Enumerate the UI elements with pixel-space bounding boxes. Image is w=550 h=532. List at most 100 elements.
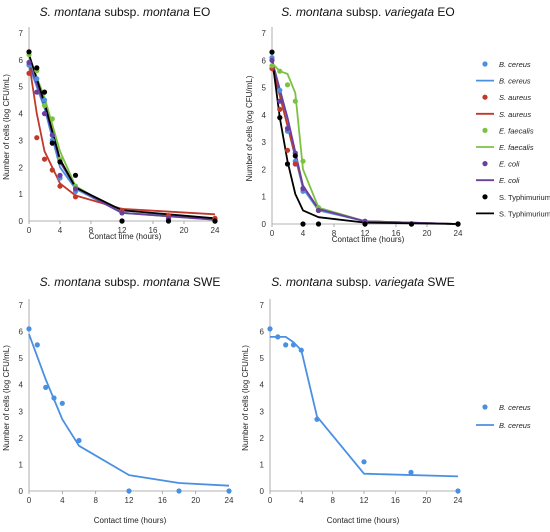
y-tick-label: 5	[260, 354, 265, 363]
y-tick-label: 7	[19, 29, 24, 38]
y-tick-label: 2	[262, 165, 267, 174]
legend-label: E. coli	[499, 176, 520, 185]
y-tick-label: 7	[260, 301, 265, 310]
chart-title: S. montana subsp. montana EO	[40, 5, 211, 19]
y-tick-label: 1	[19, 190, 24, 199]
chart-title-extract: EO	[190, 5, 211, 19]
data-point-ef	[49, 116, 55, 122]
data-point-st	[408, 221, 415, 227]
data-point-st	[57, 159, 63, 165]
chart-title-subsp: subsp.	[343, 5, 385, 19]
y-tick-label: 2	[260, 434, 265, 443]
legend-marker-bc	[482, 61, 488, 67]
x-tick-label: 16	[158, 496, 167, 505]
chart-title: S. montana subsp. variegata SWE	[271, 275, 454, 289]
x-axis-label: Contact time (hours)	[327, 516, 400, 525]
data-point-st	[26, 49, 32, 55]
data-point-ec	[269, 57, 275, 63]
x-tick-label: 24	[211, 226, 220, 235]
legend-label: E. faecalis	[499, 126, 534, 135]
data-point-sa	[277, 106, 283, 112]
y-tick-label: 6	[19, 56, 24, 65]
x-tick-label: 20	[191, 496, 200, 505]
data-point-sa	[57, 183, 63, 189]
x-tick-label: 4	[60, 496, 65, 505]
x-tick-label: 8	[89, 226, 94, 235]
y-axis-label: Number of cells (log CFU/mL)	[245, 75, 254, 181]
chart-title-subsp: subsp.	[101, 275, 143, 289]
legend-label: E. coli	[499, 160, 520, 169]
series-fit-line-bc	[270, 335, 459, 478]
x-axis-label: Contact time (hours)	[94, 516, 167, 525]
x-tick-label: 12	[361, 229, 370, 238]
y-tick-label: 0	[260, 487, 265, 496]
x-tick-label: 8	[332, 229, 337, 238]
data-point-ec	[315, 207, 322, 213]
legend-label: S. aureus	[499, 93, 531, 102]
chart-title-subsp: subsp.	[333, 275, 375, 289]
legend-marker-ef	[482, 127, 488, 133]
legend-marker-sa	[482, 94, 488, 100]
chart-title-variety: variegata	[385, 5, 435, 19]
data-point-ef	[284, 82, 291, 88]
data-point-bc	[298, 347, 304, 353]
y-tick-label: 2	[19, 163, 24, 172]
data-point-st	[362, 221, 368, 227]
x-tick-label: 24	[225, 496, 234, 505]
x-tick-label: 8	[330, 496, 335, 505]
x-tick-label: 16	[392, 229, 401, 238]
x-tick-label: 24	[454, 496, 463, 505]
data-point-bc	[51, 395, 57, 401]
data-point-sa	[292, 161, 298, 167]
series-fit-line-st	[271, 57, 459, 225]
legend-label: E. faecalis	[499, 143, 534, 152]
y-axis-label: Number of cells (log CFU/mL)	[241, 345, 250, 451]
x-tick-label: 0	[27, 226, 32, 235]
data-point-ec	[57, 172, 63, 178]
data-point-ef	[300, 158, 306, 164]
data-point-ec	[34, 89, 40, 95]
data-point-st	[119, 218, 125, 224]
y-axis-label: Number of cells (log CFU/mL)	[2, 74, 11, 180]
data-point-bc	[126, 488, 132, 494]
series-fit-line-st	[28, 54, 216, 220]
data-point-bc	[76, 437, 82, 444]
x-tick-label: 12	[118, 226, 127, 235]
x-tick-label: 8	[93, 496, 98, 505]
chart-title-species: S. montana	[271, 275, 333, 289]
data-point-bc	[59, 400, 65, 406]
data-point-st	[300, 221, 306, 227]
data-point-st	[292, 153, 298, 159]
x-axis-label: Contact time (hours)	[89, 232, 162, 241]
x-axis-label: Contact time (hours)	[332, 235, 405, 244]
data-point-sa	[34, 135, 40, 141]
data-point-bc	[43, 384, 49, 390]
x-tick-label: 16	[149, 226, 158, 235]
y-tick-label: 7	[19, 301, 24, 310]
y-tick-label: 5	[262, 84, 267, 93]
y-tick-label: 4	[260, 381, 265, 390]
data-point-st	[212, 218, 218, 224]
x-tick-label: 0	[270, 229, 275, 238]
data-point-ef	[41, 102, 48, 109]
legend-label: B. cereus	[499, 421, 531, 430]
data-point-bc	[290, 342, 297, 348]
legend-label: S. aureus	[499, 110, 531, 119]
chart-title-species: S. montana	[281, 5, 343, 19]
chart-title-variety: montana	[143, 275, 190, 289]
x-tick-label: 20	[422, 496, 431, 505]
x-tick-label: 0	[27, 496, 32, 505]
chart-title-variety: variegata	[375, 275, 425, 289]
data-point-st	[284, 161, 291, 167]
y-tick-label: 6	[260, 328, 265, 337]
x-tick-label: 20	[180, 226, 189, 235]
data-point-st	[34, 65, 40, 71]
data-point-st	[455, 221, 461, 227]
x-tick-label: 20	[423, 229, 432, 238]
series-fit-line-ef	[271, 62, 459, 225]
x-tick-label: 4	[299, 496, 304, 505]
x-tick-label: 12	[125, 496, 134, 505]
y-tick-label: 6	[262, 56, 267, 65]
